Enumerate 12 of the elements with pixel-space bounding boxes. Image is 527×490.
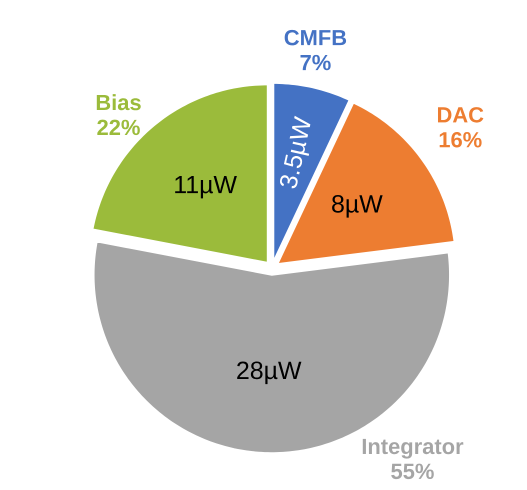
data-label: 16% <box>440 132 482 148</box>
text: 28µW <box>237 362 302 384</box>
text: 8µW <box>332 195 383 218</box>
slice-label: Integrator <box>362 438 464 459</box>
text: 3.5µW <box>280 116 310 188</box>
slice-label: DAC <box>438 107 484 123</box>
data-label: 55% <box>391 464 434 480</box>
data-label: 7% <box>300 54 331 70</box>
slice-label: Bias <box>96 94 141 110</box>
text: 11µW <box>175 176 237 198</box>
slice-label: CMFB <box>284 30 346 46</box>
data-label: 22% <box>97 120 140 136</box>
